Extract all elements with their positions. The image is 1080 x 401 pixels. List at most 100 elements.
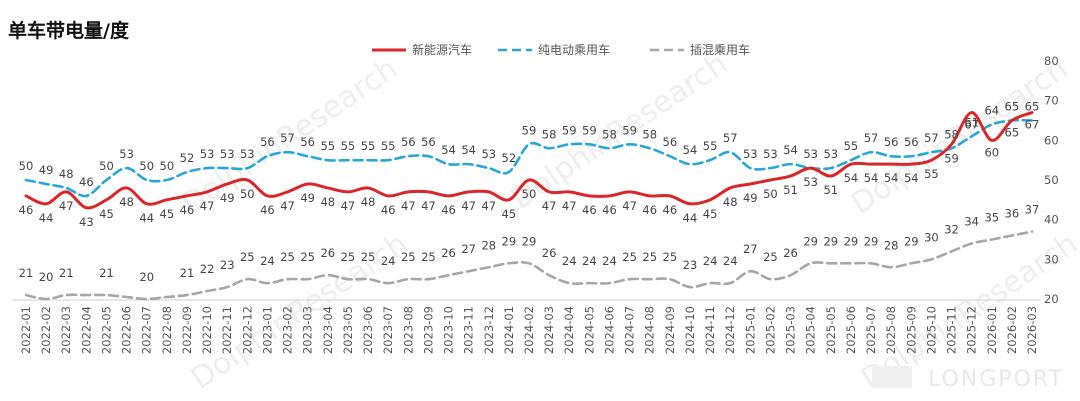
x-tick-label: 2023-11 (462, 306, 476, 354)
data-label: 44 (139, 211, 154, 225)
data-label: 54 (441, 143, 456, 157)
x-tick-label: 2023-08 (401, 306, 415, 354)
data-label: 52 (180, 151, 195, 165)
data-label: 25 (240, 250, 255, 264)
x-tick-label: 2025-07 (864, 306, 878, 354)
data-label: 59 (944, 151, 959, 165)
chart-title: 单车带电量/度 (8, 19, 130, 42)
data-label: 25 (421, 250, 436, 264)
x-tick-label: 2022-06 (120, 306, 134, 354)
data-label: 24 (260, 254, 275, 268)
data-label: 47 (401, 199, 416, 213)
data-label: 44 (683, 211, 698, 225)
data-label: 32 (944, 222, 959, 236)
data-label: 57 (924, 131, 939, 145)
data-label: 67 (1025, 118, 1040, 132)
data-label: 48 (119, 195, 134, 209)
x-tick-label: 2023-07 (381, 306, 395, 354)
x-tick-label: 2024-08 (643, 306, 657, 354)
data-label: 49 (300, 191, 315, 205)
x-tick-label: 2023-09 (421, 306, 435, 354)
data-label: 26 (783, 246, 798, 260)
x-tick-label: 2022-01 (19, 306, 33, 354)
series-line-2 (24, 230, 1034, 301)
data-label: 47 (481, 199, 496, 213)
data-label: 56 (904, 135, 919, 149)
data-label: 45 (160, 207, 175, 221)
x-tick-label: 2022-10 (200, 306, 214, 354)
x-tick-label: 2022-03 (59, 306, 73, 354)
x-tick-label: 2025-08 (884, 306, 898, 354)
data-label: 59 (582, 123, 597, 137)
data-label: 47 (200, 199, 215, 213)
data-label: 35 (984, 211, 999, 225)
data-label: 56 (421, 135, 436, 149)
data-label: 50 (139, 159, 154, 173)
data-label: 54 (461, 143, 476, 157)
legend-label: 纯电动乘用车 (538, 42, 610, 57)
x-tick-label: 2025-04 (804, 306, 818, 354)
data-label: 46 (381, 203, 396, 217)
data-label: 53 (763, 147, 778, 161)
data-label: 53 (803, 175, 818, 189)
data-label: 26 (441, 246, 456, 260)
data-label: 26 (320, 246, 335, 260)
data-label: 53 (200, 147, 215, 161)
x-tick-label: 2025-11 (945, 306, 959, 354)
data-label-layer: 46 44 47 43 45 48 44 45 46 47 49 50 46 47 49 48 47 48 46 47… (19, 100, 1040, 285)
data-label: 21 (180, 266, 195, 280)
y-tick-label: 60 (1044, 133, 1059, 147)
data-label: 61 (964, 115, 979, 129)
data-label: 28 (884, 238, 899, 252)
data-label: 25 (401, 250, 416, 264)
data-label: 55 (341, 139, 356, 153)
data-label: 50 (522, 187, 537, 201)
data-label: 56 (300, 135, 315, 149)
data-label: 56 (663, 135, 678, 149)
x-tick-label: 2024-02 (522, 306, 536, 354)
data-label: 25 (622, 250, 637, 264)
data-label: 24 (723, 254, 738, 268)
x-tick-label: 2022-02 (39, 306, 53, 354)
data-label: 46 (642, 203, 657, 217)
x-tick-label: 2022-12 (240, 306, 254, 354)
x-tick-label: 2025-09 (904, 306, 918, 354)
data-label: 58 (602, 127, 617, 141)
data-label: 60 (984, 145, 999, 159)
x-tick-label: 2024-05 (582, 306, 596, 354)
data-label: 47 (622, 199, 637, 213)
x-tick-label: 2025-03 (784, 306, 798, 354)
data-label: 59 (522, 123, 537, 137)
data-label: 53 (803, 147, 818, 161)
data-label: 57 (280, 131, 295, 145)
data-label: 20 (39, 270, 54, 284)
data-label: 45 (502, 207, 517, 221)
data-label: 54 (783, 143, 798, 157)
data-label: 30 (924, 230, 939, 244)
data-label: 49 (743, 191, 758, 205)
y-tick-label: 50 (1044, 173, 1059, 187)
x-tick-label: 2022-05 (99, 306, 113, 354)
x-tick-label: 2023-01 (260, 306, 274, 354)
data-label: 54 (864, 171, 879, 185)
data-label: 25 (300, 250, 315, 264)
data-label: 29 (844, 234, 859, 248)
data-label: 56 (884, 135, 899, 149)
data-label: 27 (743, 242, 758, 256)
x-tick-label: 2026-01 (985, 306, 999, 354)
data-label: 50 (240, 187, 255, 201)
x-tick-label: 2023-04 (321, 306, 335, 354)
data-label: 47 (562, 199, 577, 213)
data-label: 53 (240, 147, 255, 161)
data-label: 48 (361, 195, 376, 209)
data-label: 49 (220, 191, 235, 205)
data-label: 25 (280, 250, 295, 264)
data-label: 54 (683, 143, 698, 157)
data-label: 59 (622, 123, 637, 137)
x-tick-label: 2022-08 (160, 306, 174, 354)
data-label: 49 (39, 163, 54, 177)
data-label: 46 (180, 203, 195, 217)
data-label: 47 (59, 199, 74, 213)
data-label: 54 (904, 171, 919, 185)
data-label: 34 (964, 214, 979, 228)
